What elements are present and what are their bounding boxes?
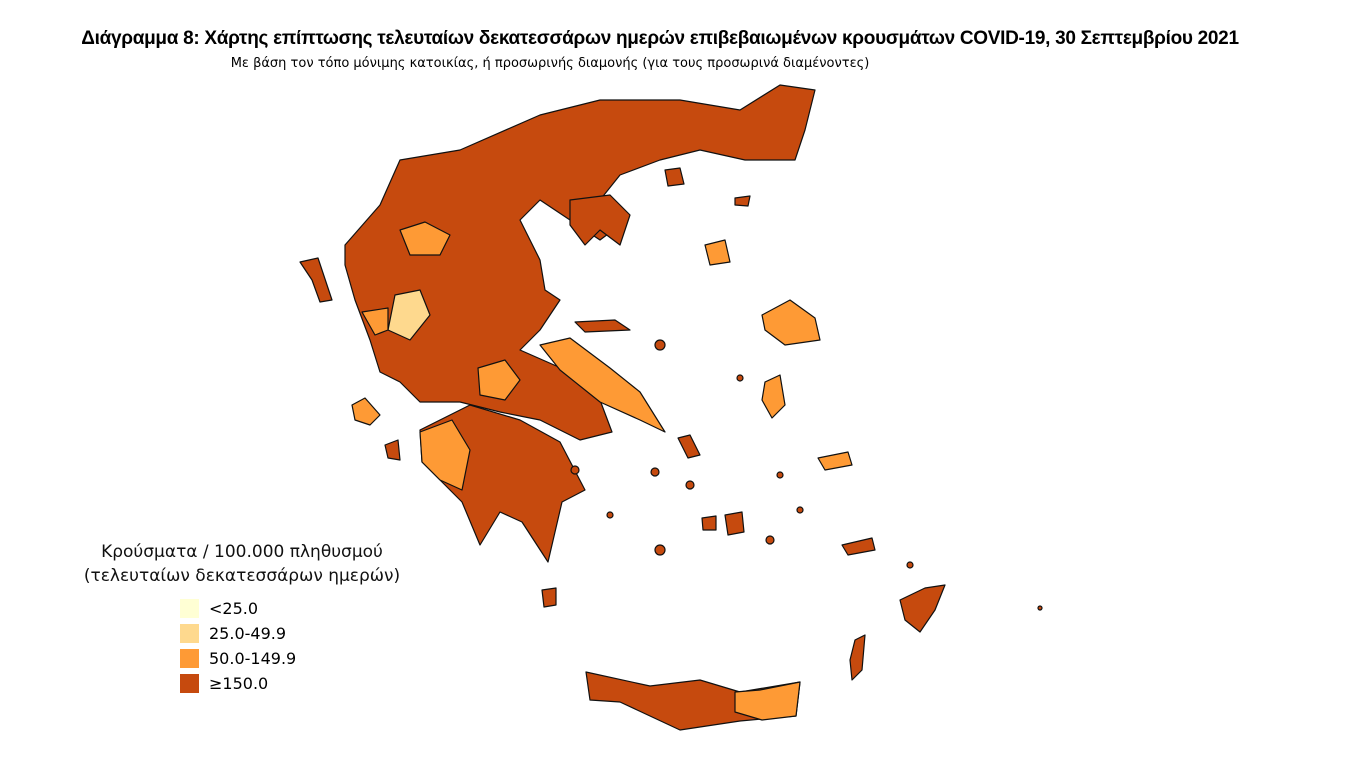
legend-label: <25.0 xyxy=(209,599,259,618)
island xyxy=(1037,605,1043,611)
legend-item: <25.0 xyxy=(180,596,422,621)
region-kos xyxy=(841,537,876,556)
region-samothraki xyxy=(734,195,751,207)
region-lemnos xyxy=(704,239,731,266)
island xyxy=(796,506,804,514)
island xyxy=(776,471,784,479)
region-kastoria xyxy=(399,221,451,256)
island xyxy=(736,374,744,382)
region-kefalonia xyxy=(351,397,381,426)
region-rhodes xyxy=(899,584,946,633)
region-chios xyxy=(761,374,786,419)
legend-swatch xyxy=(180,674,199,693)
island xyxy=(685,480,695,490)
island xyxy=(650,467,660,477)
legend-item: 25.0-49.9 xyxy=(180,621,422,646)
island xyxy=(906,561,914,569)
region-evia xyxy=(539,337,666,433)
region-fokida xyxy=(477,359,521,401)
region-samos xyxy=(817,451,853,471)
island xyxy=(765,535,775,545)
region-preveza xyxy=(361,307,389,336)
region-paros xyxy=(701,515,717,531)
region-lasithi xyxy=(734,681,801,721)
legend-label: 50.0-149.9 xyxy=(209,649,297,668)
region-skopelos xyxy=(574,319,631,333)
legend-swatch xyxy=(180,599,199,618)
region-ioannina-area xyxy=(387,289,431,341)
legend-swatch xyxy=(180,649,199,668)
region-thasos xyxy=(664,167,685,187)
region-zakynthos xyxy=(384,439,401,461)
legend-title-line1: Κρούσματα / 100.000 πληθυσμού xyxy=(101,542,383,562)
region-mainland xyxy=(344,84,816,441)
legend-swatch xyxy=(180,624,199,643)
figure-title: Διάγραμμα 8: Χάρτης επίπτωσης τελευταίων… xyxy=(81,28,1239,49)
region-lesvos xyxy=(761,299,821,346)
island xyxy=(654,544,666,556)
region-andros-tinos xyxy=(677,434,701,459)
legend-item: ≥150.0 xyxy=(180,671,422,696)
island xyxy=(606,511,614,519)
island xyxy=(570,465,580,475)
legend-label: ≥150.0 xyxy=(209,674,269,693)
region-corfu xyxy=(299,257,333,303)
legend-item: 50.0-149.9 xyxy=(180,646,422,671)
legend-label: 25.0-49.9 xyxy=(209,624,287,643)
region-karpathos xyxy=(849,634,866,681)
region-milos xyxy=(541,587,557,608)
legend-title-line2: (τελευταίων δεκατεσσάρων ημερών) xyxy=(83,566,401,586)
figure-subtitle: Με βάση τον τόπο μόνιμης κατοικίας, ή πρ… xyxy=(230,56,870,71)
island xyxy=(654,339,666,351)
legend: Κρούσματα / 100.000 πληθυσμού (τελευταίω… xyxy=(62,540,422,696)
region-naxos xyxy=(724,511,745,536)
region-ilia xyxy=(419,419,471,491)
region-chalkidiki xyxy=(569,194,631,246)
